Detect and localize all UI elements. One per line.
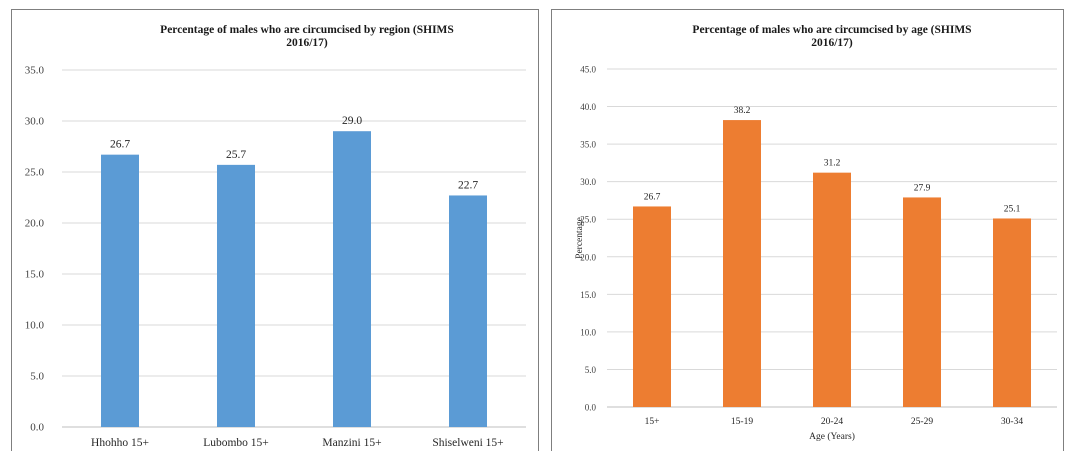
age-chart-y-tick-label: 30.0 [580, 177, 596, 187]
region-chart-category-label: Lubombo 15+ [203, 437, 269, 449]
age-chart-category-label: 25-29 [911, 417, 933, 427]
region-chart-y-tick-label: 35.0 [25, 65, 45, 77]
age-chart-data-label: 38.2 [734, 106, 751, 116]
region-chart-bar [449, 195, 487, 427]
region-chart-y-tick-label: 5.0 [30, 371, 44, 383]
age-chart-category-label: 30-34 [1001, 417, 1023, 427]
region-chart-data-label: 29.0 [342, 115, 362, 127]
age-chart-category-label: 15+ [645, 417, 660, 427]
age-chart-data-label: 25.1 [1004, 204, 1021, 214]
region-chart-data-label: 26.7 [110, 139, 130, 151]
age-chart-y-tick-label: 20.0 [580, 252, 596, 262]
region-chart-bar [101, 154, 139, 427]
age-chart-y-tick-label: 25.0 [580, 215, 596, 225]
age-chart-bar [633, 206, 671, 407]
age-chart-bar [723, 120, 761, 407]
region-chart-title-line-2: 2016/17) [286, 37, 328, 49]
age-chart-category-label: 15-19 [731, 417, 753, 427]
region-chart-y-tick-label: 0.0 [30, 422, 44, 434]
age-chart-data-label: 26.7 [644, 192, 661, 202]
region-chart-title: Percentage of males who are circumcised … [122, 24, 492, 50]
age-chart-title-line-1: Percentage of males who are circumcised … [692, 24, 972, 36]
region-chart-y-tick-label: 30.0 [25, 116, 45, 128]
age-chart-panel: Percentage of males who are circumcised … [551, 9, 1064, 451]
age-chart-bar [993, 218, 1031, 407]
age-chart-y-tick-label: 15.0 [580, 290, 596, 300]
region-chart-plot: 0.0 5.0 10.0 15.0 20.0 25.0 30.0 35.0 26.7 Hhohho… [25, 65, 526, 449]
region-chart-panel: Percentage of males who are circumcised … [11, 9, 539, 451]
region-chart-data-label: 22.7 [458, 179, 478, 191]
age-chart-y-tick-label: 35.0 [580, 140, 596, 150]
age-chart-bar [813, 172, 851, 407]
region-chart-category-label: Hhohho 15+ [91, 437, 149, 449]
age-chart-y-axis-title: Percentage [575, 217, 585, 259]
region-chart-bar [333, 131, 371, 427]
age-chart-y-tick-label: 10.0 [580, 327, 596, 337]
region-chart-data-label: 25.7 [226, 149, 246, 161]
age-chart-title: Percentage of males who are circumcised … [672, 24, 992, 50]
age-chart-plot: 0.0 5.0 10.0 15.0 20.0 25.0 30.0 35.0 40.0 45.0 26… [575, 65, 1057, 442]
age-chart-y-tick-label: 40.0 [580, 102, 596, 112]
region-chart-category-label: Shiselweni 15+ [432, 437, 503, 449]
age-chart-category-label: 20-24 [821, 417, 843, 427]
age-chart-title-line-2: 2016/17) [811, 37, 853, 49]
age-chart-bar [903, 197, 941, 407]
region-chart-title-line-1: Percentage of males who are circumcised … [160, 24, 454, 36]
age-chart-x-axis-title: Age (Years) [809, 431, 855, 442]
age-chart-y-tick-label: 5.0 [585, 365, 597, 375]
age-chart-y-tick-label: 45.0 [580, 65, 596, 75]
region-chart-bar [217, 164, 255, 428]
region-chart-category-label: Manzini 15+ [322, 437, 381, 449]
region-chart-y-tick-label: 25.0 [25, 167, 45, 179]
region-chart-y-tick-label: 10.0 [25, 320, 45, 332]
region-chart-y-tick-label: 15.0 [25, 269, 45, 281]
age-chart-data-label: 27.9 [914, 183, 931, 193]
age-chart-y-tick-label: 0.0 [585, 403, 597, 413]
age-chart-data-label: 31.2 [824, 159, 841, 169]
region-chart-y-tick-label: 20.0 [25, 218, 45, 230]
